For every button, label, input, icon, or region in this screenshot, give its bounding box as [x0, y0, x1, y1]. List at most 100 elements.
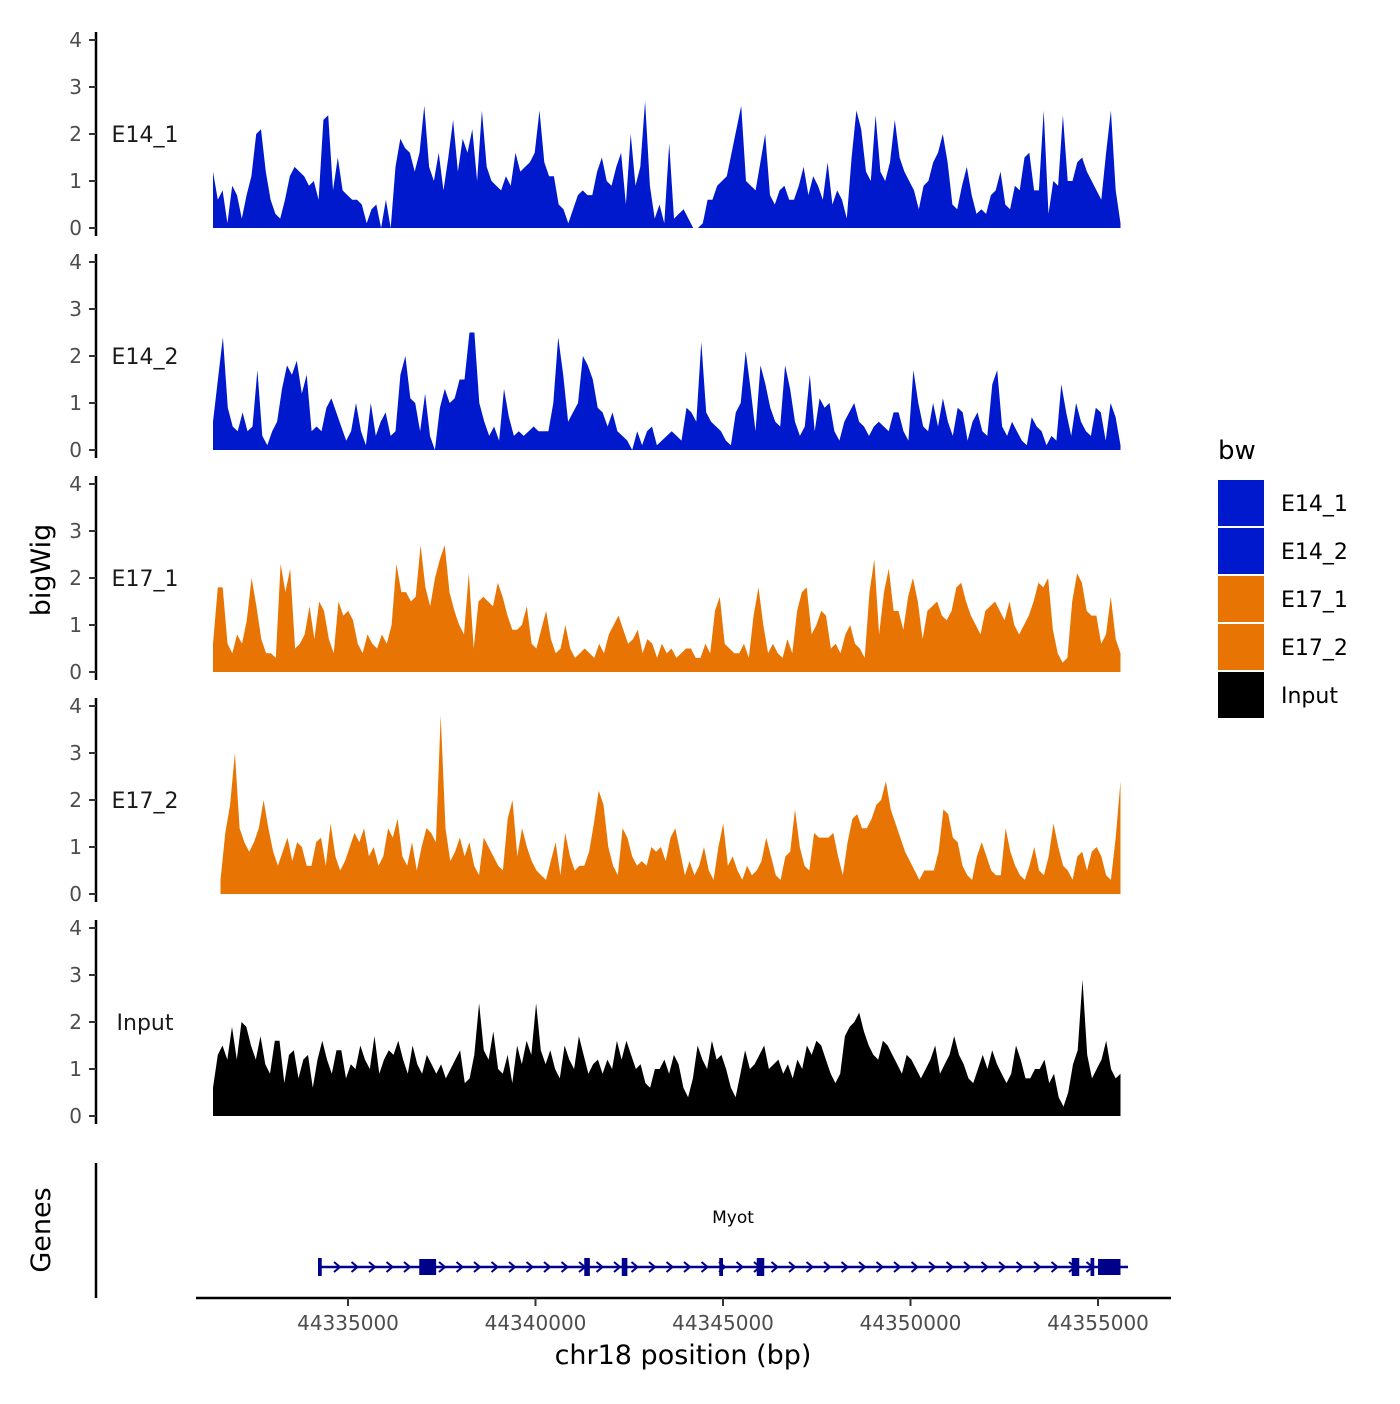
strand-arrow	[665, 1261, 675, 1273]
y-tick-label: 4	[69, 250, 82, 274]
strand-arrow	[945, 1261, 955, 1273]
track-label: E14_1	[112, 123, 179, 148]
strand-arrow	[1050, 1261, 1060, 1273]
genes-axis-title: Genes	[26, 1187, 57, 1272]
x-ticks-group: 44335000 44340000 44345000 44350000 44355000	[297, 1298, 1149, 1335]
strand-arrow	[508, 1261, 517, 1273]
strand-arrow	[333, 1261, 342, 1273]
y-tick-label: 3	[69, 963, 82, 987]
y-tick-label: 4	[69, 28, 82, 52]
strand-arrow	[700, 1261, 710, 1273]
strand-arrow	[770, 1261, 780, 1273]
legend-swatch	[1218, 624, 1264, 670]
coverage-area	[220, 715, 1121, 894]
strand-arrow	[630, 1261, 640, 1273]
y-tick-label: 0	[69, 882, 82, 906]
y-tick-label: 0	[69, 216, 82, 240]
legend-label: E17_2	[1281, 636, 1348, 661]
y-tick-label: 2	[69, 344, 82, 368]
y-tick-label: 1	[69, 169, 82, 193]
x-tick-label: 44340000	[485, 1311, 587, 1335]
legend-label: Input	[1281, 684, 1338, 709]
strand-arrow	[455, 1261, 465, 1273]
x-tick-label: 44350000	[860, 1311, 962, 1335]
legend-swatch	[1218, 480, 1264, 526]
legend-group: E14_1 E14_2 E17_1 E17_2 Input	[1218, 480, 1348, 718]
strand-arrow	[840, 1261, 850, 1273]
exon	[621, 1258, 628, 1276]
x-tick-label: 44355000	[1047, 1311, 1149, 1335]
exon	[719, 1258, 723, 1276]
y-tick-label: 3	[69, 297, 82, 321]
y-tick-label: 2	[69, 122, 82, 146]
y-tick-label: 2	[69, 1010, 82, 1034]
legend-swatch	[1218, 576, 1264, 622]
exon	[1098, 1259, 1121, 1275]
y-tick-label: 1	[69, 391, 82, 415]
y-tick-label: 4	[69, 694, 82, 718]
strand-arrow	[473, 1261, 482, 1273]
strand-arrow	[613, 1261, 622, 1273]
legend-swatch	[1218, 672, 1264, 718]
y-tick-label: 1	[69, 1057, 82, 1081]
strand-arrow	[350, 1261, 360, 1273]
tracks-group: 0 1 2 3 4 E14_1 0 1 2 3 4 E14_2 0 1 2 3 4 E17_1 0 1 2 3 4 E17_2…	[69, 28, 1121, 1128]
strand-arrow	[928, 1261, 937, 1273]
strand-arrow	[998, 1261, 1007, 1273]
track-e14-2: 0 1 2 3 4 E14_2	[69, 250, 1121, 462]
y-tick-label: 0	[69, 438, 82, 462]
legend-label: E17_1	[1281, 588, 1348, 613]
exon	[1090, 1258, 1095, 1276]
exon	[1071, 1258, 1080, 1276]
strand-arrow	[980, 1261, 990, 1273]
strand-arrow	[788, 1261, 797, 1273]
y-tick-label: 4	[69, 472, 82, 496]
track-e17-2: 0 1 2 3 4 E17_2	[69, 694, 1121, 906]
gene-track-group: Myot	[318, 1208, 1128, 1276]
x-tick-label: 44345000	[672, 1311, 774, 1335]
strand-arrow	[735, 1261, 745, 1273]
exon	[318, 1258, 322, 1276]
strand-arrow	[805, 1261, 815, 1273]
legend-label: E14_2	[1281, 540, 1348, 565]
strand-arrow	[1033, 1261, 1042, 1273]
legend-swatch	[1218, 528, 1264, 574]
track-label: E17_2	[112, 789, 179, 814]
coverage-area	[213, 545, 1121, 672]
strand-arrow	[368, 1261, 377, 1273]
y-tick-label: 0	[69, 1104, 82, 1128]
coverage-area	[213, 979, 1121, 1116]
coverage-area	[213, 101, 1121, 228]
strand-arrow	[385, 1261, 395, 1273]
strand-arrow	[490, 1261, 500, 1273]
gene-name-label: Myot	[712, 1208, 754, 1228]
x-tick-label: 44335000	[297, 1311, 399, 1335]
strand-arrow	[683, 1261, 692, 1273]
strand-arrow	[963, 1261, 972, 1273]
strand-arrow	[910, 1261, 920, 1273]
strand-arrow	[1015, 1261, 1025, 1273]
track-e17-1: 0 1 2 3 4 E17_1	[69, 472, 1121, 684]
track-e14-1: 0 1 2 3 4 E14_1	[69, 28, 1121, 240]
y-tick-label: 4	[69, 916, 82, 940]
y-tick-label: 3	[69, 741, 82, 765]
strand-arrow	[648, 1261, 657, 1273]
track-input: 0 1 2 3 4 Input	[69, 916, 1121, 1128]
strand-arrow	[403, 1261, 412, 1273]
y-tick-label: 2	[69, 788, 82, 812]
track-label: E14_2	[112, 345, 179, 370]
x-axis-title: chr18 position (bp)	[555, 1340, 812, 1371]
legend-label: E14_1	[1281, 492, 1348, 517]
strand-arrow	[595, 1261, 605, 1273]
strand-arrow	[543, 1261, 552, 1273]
strand-arrow	[893, 1261, 902, 1273]
strand-arrow	[438, 1261, 447, 1273]
strand-arrow	[823, 1261, 832, 1273]
track-label: Input	[117, 1011, 174, 1036]
track-label: E17_1	[112, 567, 179, 592]
y-tick-label: 1	[69, 835, 82, 859]
y-tick-label: 2	[69, 566, 82, 590]
y-axis-title: bigWig	[26, 524, 57, 617]
strand-arrow	[525, 1261, 535, 1273]
